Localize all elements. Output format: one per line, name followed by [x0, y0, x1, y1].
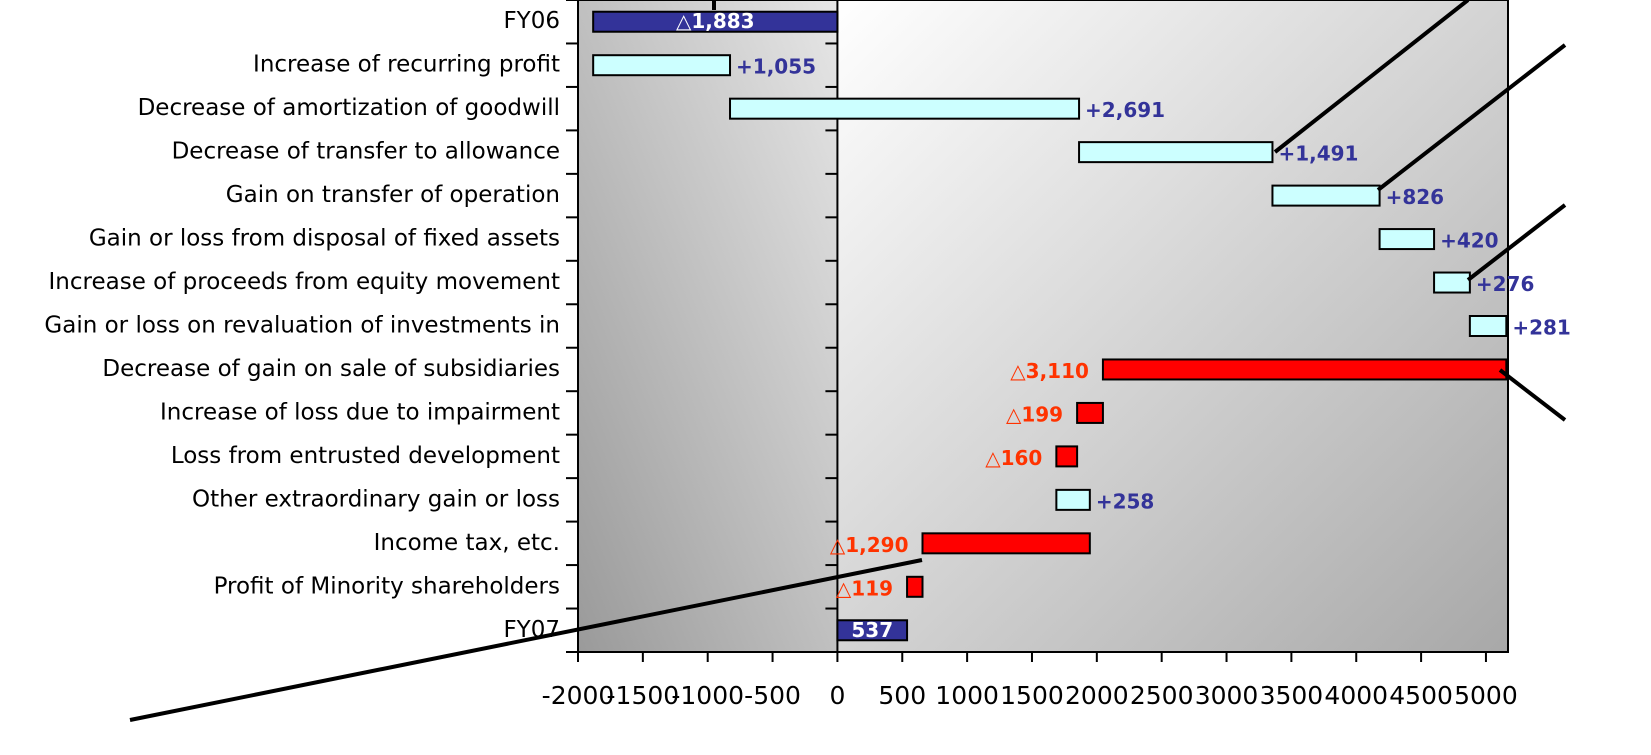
callout-lines: [129, 0, 1567, 722]
bar: [921, 532, 1091, 555]
category-label: Other extraordinary gain or loss: [192, 486, 560, 512]
callout-line: [1273, 0, 1470, 154]
x-tick-label: 2500: [1130, 681, 1194, 710]
bar: [592, 54, 732, 77]
x-tick-label: 500: [878, 681, 926, 710]
value-label: +276: [1476, 272, 1535, 296]
value-label: +420: [1440, 229, 1499, 253]
x-tick-label: -500: [744, 681, 801, 710]
callout-line: [129, 558, 923, 722]
value-label: △1,290: [830, 533, 909, 557]
value-label: △199: [1006, 402, 1063, 426]
x-tick-label: 1500: [1000, 681, 1064, 710]
x-tick-label: 4000: [1324, 681, 1388, 710]
callout-line: [1376, 43, 1567, 192]
bar: [1076, 401, 1104, 424]
plot-border: [577, 0, 1509, 653]
x-tick-label: 1000: [935, 681, 999, 710]
x-tick-label: 5000: [1454, 681, 1518, 710]
bar: [906, 575, 924, 598]
category-label: Increase of recurring profit: [253, 52, 560, 78]
x-tick-label: 3500: [1260, 681, 1324, 710]
bar: [1468, 315, 1508, 337]
bar: [1378, 228, 1436, 251]
bar: [1055, 445, 1079, 468]
value-label: △3,110: [1010, 359, 1089, 383]
value-label: +826: [1386, 185, 1445, 209]
bar: [836, 619, 909, 642]
x-tick-label: 3000: [1195, 681, 1259, 710]
x-tick-label: -1000: [671, 681, 744, 710]
value-label: +258: [1096, 489, 1155, 513]
value-label: 537: [851, 618, 893, 642]
bar: [1433, 271, 1471, 294]
value-label: △1,883: [676, 9, 755, 33]
bar: [1271, 184, 1381, 207]
callout-line: [1498, 368, 1567, 422]
x-tick-label: 2000: [1065, 681, 1129, 710]
category-label: Loss from entrusted development: [171, 443, 560, 469]
x-tick-label: -1500: [607, 681, 680, 710]
bar: [1078, 141, 1274, 164]
category-label: Increase of proceeds from equity movemen…: [49, 269, 560, 295]
category-label: Decrease of transfer to allowance: [172, 139, 560, 165]
value-label: △160: [985, 446, 1042, 470]
bar: [592, 10, 839, 33]
bar: [1101, 358, 1508, 381]
category-label: FY06: [503, 8, 560, 34]
chart-layer: -2000-1500-1000 -500 0 500 1000 1500 2000 2500 3…: [44, 0, 1571, 710]
bar: [729, 97, 1081, 120]
category-label: Decrease of amortization of goodwill: [138, 95, 560, 121]
value-label: +281: [1512, 316, 1571, 340]
value-label: +1,491: [1278, 142, 1358, 166]
category-label: Gain or loss on revaluation of investmen…: [44, 313, 560, 339]
category-label: Gain or loss from disposal of fixed asse…: [89, 226, 560, 252]
category-label: Increase of loss due to impairment: [160, 399, 560, 425]
category-label: Gain on transfer of operation: [226, 182, 560, 208]
category-label: Income tax, etc.: [374, 530, 560, 556]
x-tick-label: 4500: [1389, 681, 1453, 710]
bar: [1055, 488, 1091, 511]
callout-line: [1466, 203, 1567, 282]
value-label: △119: [836, 576, 893, 600]
category-label: Profit of Minority shareholders: [214, 573, 560, 599]
x-tick-label: -2000: [542, 681, 615, 710]
value-label: +1,055: [736, 55, 816, 79]
x-tick-label: 0: [829, 681, 845, 710]
value-label: +2,691: [1085, 98, 1165, 122]
category-label: Decrease of gain on sale of subsidiaries: [102, 356, 560, 382]
